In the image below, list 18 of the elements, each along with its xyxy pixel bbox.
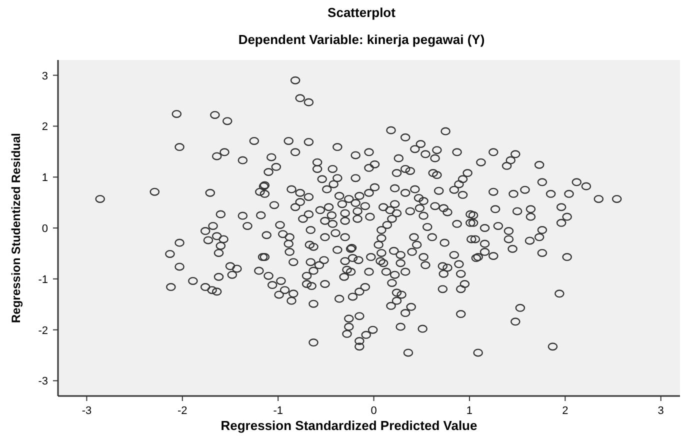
y-tick-label: -3 <box>38 376 48 388</box>
y-tick-label: -1 <box>38 274 48 286</box>
x-tick-label: -3 <box>82 405 92 417</box>
y-tick-label: 3 <box>42 70 48 82</box>
chart-title: Scatterplot <box>328 5 396 20</box>
x-tick-label: 2 <box>562 405 568 417</box>
y-axis-title: Regression Studentized Residual <box>9 132 23 324</box>
y-tick-label: 1 <box>42 172 48 184</box>
y-tick-label: 2 <box>42 121 48 134</box>
x-tick-label: -1 <box>273 405 283 417</box>
x-axis-title: Regression Standardized Predicted Value <box>220 418 478 433</box>
y-tick-label: -2 <box>38 324 48 337</box>
x-tick-label: 1 <box>466 405 473 417</box>
x-tick-label: -2 <box>178 405 188 417</box>
y-tick-label: 0 <box>42 223 48 235</box>
x-tick-label: 3 <box>658 405 664 417</box>
x-tick-label: 0 <box>370 405 377 417</box>
chart-subtitle: Dependent Variable: kinerja pegawai (Y) <box>238 32 485 47</box>
